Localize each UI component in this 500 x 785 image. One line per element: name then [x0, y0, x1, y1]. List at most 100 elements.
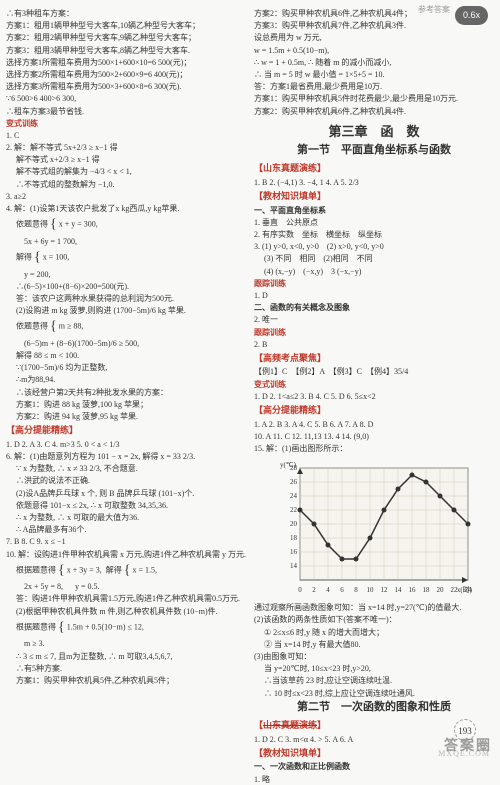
text-line: (2)该函数的两条性质如下(答案不唯一)： — [254, 614, 494, 625]
temperature-chart: 0246810121416182022241416182022242628y(℃… — [274, 458, 474, 598]
genzong-title: 跟踪训练 — [254, 278, 494, 289]
text-line: ∴洪武的说法不正确. — [6, 475, 246, 486]
left-column: ∴有3种租车方案： 方案1：租用1辆甲种型号大客车,10辆乙种型号大客车； 方案… — [6, 8, 246, 753]
text-line: 设总费用为 w 万元, — [254, 32, 494, 43]
text-line: 3. a≥2 — [6, 191, 246, 202]
text-line: w = 1.5m + 0.5(10−m), — [254, 45, 494, 56]
svg-text:10: 10 — [367, 586, 375, 594]
zoom-badge: 0.6x — [455, 6, 488, 25]
svg-text:2: 2 — [312, 586, 316, 594]
text-line: ∴当该草药 23 时,应让空调连续吐温. — [254, 675, 494, 686]
subheading: 一、平面直角坐标系 — [254, 205, 494, 216]
svg-text:4: 4 — [326, 586, 330, 594]
text-line: ∵(1700−5m)/6 均为正整数, — [6, 362, 246, 373]
text-line: ∴m为88,94. — [6, 374, 246, 385]
text-line: 选择方案2所需租车费用为500×2+600×9=6 400(元)； — [6, 69, 246, 80]
text-line: 方案1：购买甲种农机具5件时花费最少,最少费用是10万元. — [254, 93, 494, 104]
answer-row: 1. D 2. A 3. C 4. m>3 5. 0 < a < 1/3 — [6, 439, 246, 450]
text-line: 3. (1) y>0, x<0, y>0 (2) x>0, y<0, y>0 — [254, 241, 494, 252]
svg-text:6: 6 — [340, 586, 344, 594]
text-line: 答：该农户这两种水果获得的总利润为500元. — [6, 293, 246, 304]
subheading: 二、函数的有关概念及图象 — [254, 302, 494, 313]
text-line: y = 200, — [6, 269, 246, 280]
svg-text:14: 14 — [395, 586, 403, 594]
svg-text:x(时): x(时) — [457, 585, 473, 594]
text-line: 1. 略 — [254, 774, 494, 785]
text-line: 根据题意得 { 1.5m + 0.5(10−m) ≤ 12, — [6, 618, 246, 638]
svg-text:0: 0 — [298, 586, 302, 594]
svg-text:14: 14 — [290, 562, 298, 570]
subheading: 一、一次函数和正比例函数 — [254, 761, 494, 772]
svg-text:18: 18 — [423, 586, 431, 594]
answer-row: 7. B 8. C 9. x ≤ −1 — [6, 536, 246, 547]
text-line: ∴租车方案3最节省钱. — [6, 106, 246, 117]
text-line: 2. 有序实数 坐标 横坐标 纵坐标 — [254, 229, 494, 240]
svg-text:22: 22 — [290, 506, 298, 514]
text-line: 2. 唯一 — [254, 314, 494, 325]
chapter-title: 第三章 函 数 — [254, 123, 494, 141]
text-line: 方案2：购买甲种农机具6件,乙种农机具4件. — [254, 106, 494, 117]
answer-row: 1. D 2. 1<a≤2 3. B 4. C 5. D 6. 5≤x<2 — [254, 391, 494, 402]
text-line: 方案1：购进 88 kg 菠萝,100 kg 苹果； — [6, 399, 246, 410]
shandong-title: 山东真题演练 — [254, 162, 494, 175]
text-line: 2x + 5y = 8, y = 0.5. — [6, 581, 246, 592]
section-title-2: 第二节 一次函数的图象和性质 — [254, 700, 494, 715]
text-line: 2. 解：解不等式 5x+2/3 ≥ x−1 得 — [6, 142, 246, 153]
text-line: ∴(6−5)×100+(8−6)×200=500(元). — [6, 281, 246, 292]
text-line: 依题意得 { m ≥ 88, — [6, 317, 246, 337]
svg-text:18: 18 — [290, 534, 298, 542]
jiaocai-title: 教材知识填单 — [254, 190, 494, 203]
text-line: 5x + 6y = 1 700, — [6, 236, 246, 247]
svg-text:20: 20 — [290, 520, 298, 528]
answer-row: 1. B 2. (−4,1) 3. −4, 1 4. A 5. 2/3 — [254, 177, 494, 188]
text-line: 依题意得 { x + y = 300, — [6, 215, 246, 235]
text-line: 答：方案1最省费用,最少费用是10万. — [254, 81, 494, 92]
text-line: ∴有3种租车方案： — [6, 8, 246, 19]
text-line: ∴ A品牌最多有36个. — [6, 524, 246, 535]
text-line: 解得 { x = 100, — [6, 248, 246, 268]
answer-row: 1. A 2. B 3. A 4. C 5. B 6. A 7. A 8. D — [254, 419, 494, 430]
text-line: (4) (x,−y) (−x,y) 3 (−x,−y) — [254, 266, 494, 277]
text-line: (2)设购进 m kg 菠萝,则购进 (1700−5m)/6 kg 苹果. — [6, 305, 246, 316]
text-line: 1. 垂直 公共原点 — [254, 217, 494, 228]
text-line: 选择方案1所需租车费用为500×1+600×10=6 500(元)； — [6, 57, 246, 68]
text-line: 依题意得 101−x ≤ 2x, ∴ x 可取整数 34,35,36. — [6, 500, 246, 511]
text-line: 通过观察所画函数图象可知：当 x=14 时,y=27(℃)的值最大. — [254, 602, 494, 613]
svg-text:y(℃): y(℃) — [280, 461, 297, 469]
text-line: ∵6 500>6 400>6 300, — [6, 93, 246, 104]
text-line: ∴ w = 1 + 0.5m, ∴ 随着 m 的减小而减小, — [254, 57, 494, 68]
bianshi-title: 变式训练 — [254, 379, 494, 390]
gaofen-title: 高分提能精练 — [254, 404, 494, 417]
text-line: 15. 解：(1)画出图形所示： — [254, 443, 494, 454]
text-line: 解不等式组的解集为 −4/3 < x < 1, — [6, 166, 246, 177]
text-line: 答：购进1件甲种农机具需1.5万元,购进1件乙种农机具需0.5万元. — [6, 593, 246, 604]
text-line: 6. 解：(1)由题意列方程为 101 − x = 2x, 解得 x = 33 … — [6, 451, 246, 462]
section-title: 第一节 平面直角坐标系与函数 — [254, 143, 494, 158]
answer-row: 2. B — [254, 339, 494, 350]
subheading-bianshi: 变式训练 — [6, 118, 246, 129]
answer-row: 1. D — [254, 290, 494, 301]
text-line: 根据题意得 { x + 3y = 3, 解得 { x = 1.5, — [6, 561, 246, 581]
text-line: ∴该经营户第2天共有2种批发水果的方案： — [6, 387, 246, 398]
text-line: (3) 不同 相同 (2)相同 不同 — [254, 253, 494, 264]
svg-text:26: 26 — [290, 478, 298, 486]
text-line: 方案2：租用2辆甲种型号大客车,9辆乙种型号大客车； — [6, 32, 246, 43]
page: ∴有3种租车方案： 方案1：租用1辆甲种型号大客车,10辆乙种型号大客车； 方案… — [0, 0, 500, 761]
svg-text:8: 8 — [354, 586, 358, 594]
svg-text:24: 24 — [290, 492, 298, 500]
text-line: ∴有5种方案. — [6, 663, 246, 674]
gaopin-title: 高频考点聚焦 — [254, 352, 494, 365]
text-line: 解不等式 x+2/3 ≥ x−1 得 — [6, 154, 246, 165]
text-line: ∴ 3 ≤ m ≤ 7, 且m为正整数, ∴ m 可取3,4,5,6,7, — [6, 651, 246, 662]
svg-text:12: 12 — [381, 586, 389, 594]
text-line: 10. 解：设购进1件甲种农机具需 x 万元,购进1件乙种农机具需 y 万元. — [6, 549, 246, 560]
answer-row: 【例1】C 【例2】A 【例3】C 【例4】35/4 — [254, 366, 494, 377]
genzong-title: 跟踪训练 — [254, 327, 494, 338]
text-line: ∴不等式组的整数解为 −1,0. — [6, 179, 246, 190]
svg-text:16: 16 — [290, 548, 298, 556]
text-line: m ≥ 3. — [6, 638, 246, 649]
text-line: ① 2≤x≤6 时,y 随 x 的增大而增大； — [254, 627, 494, 638]
text-line: 方案1：租用1辆甲种型号大客车,10辆乙种型号大客车； — [6, 20, 246, 31]
text-line: 4. 解：(1)设第1天该农户批发了x kg西瓜,y kg苹果. — [6, 203, 246, 214]
text-line: 方案2：购进 94 kg 菠萝,95 kg 苹果. — [6, 411, 246, 422]
